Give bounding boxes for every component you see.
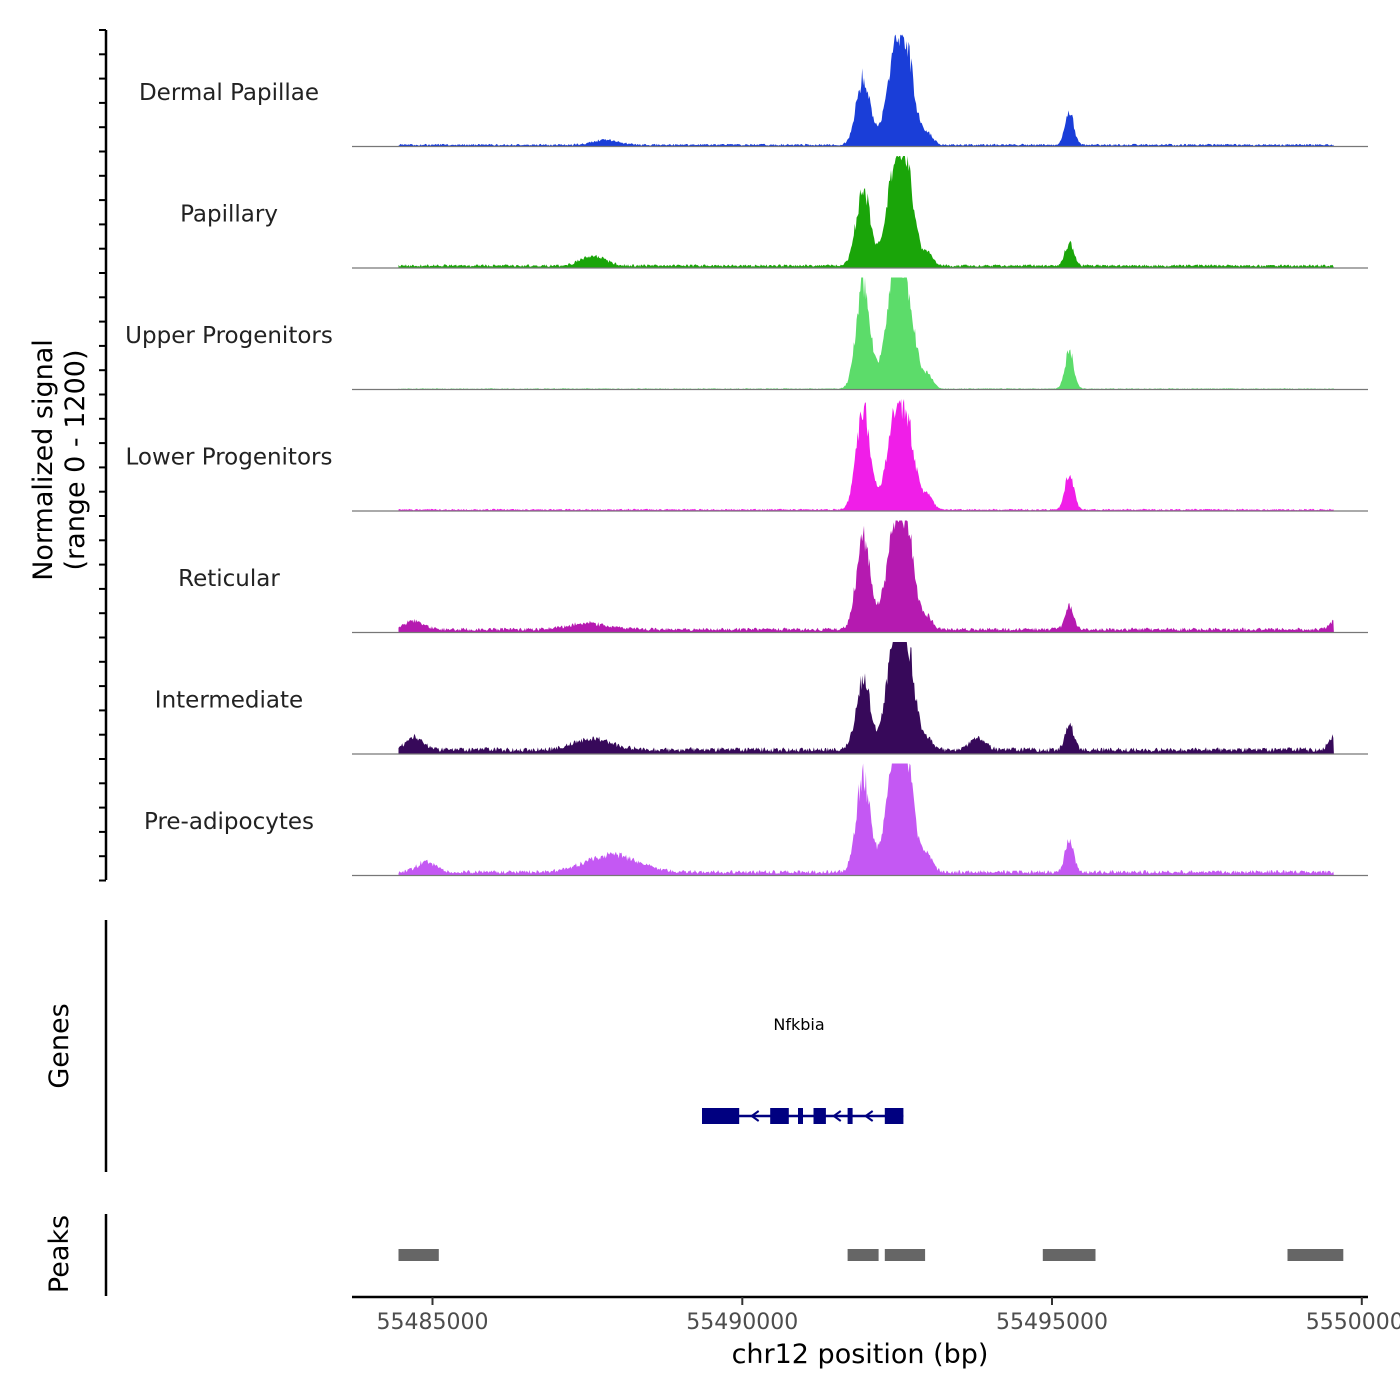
track-label: Dermal Papillae — [139, 80, 319, 106]
gene-strand-arrow — [832, 1110, 842, 1122]
track-label: Upper Progenitors — [125, 323, 333, 349]
x-tick-label: 55495000 — [996, 1310, 1108, 1335]
gene-exon — [770, 1108, 789, 1124]
peak-region — [1042, 1249, 1096, 1261]
gene-name-label: Nfkbia — [773, 1015, 824, 1034]
track-label: Reticular — [178, 566, 280, 592]
x-tick-label: 55485000 — [377, 1310, 489, 1335]
coverage-axis-ticks — [99, 29, 106, 882]
genes-panel-label: Genes — [44, 1003, 75, 1088]
track-signal-area — [398, 277, 1334, 390]
track-6: Pre-adipocytes — [144, 763, 1368, 877]
track-label: Pre-adipocytes — [144, 809, 314, 835]
peak-regions — [398, 1249, 1344, 1261]
track-signal-area — [398, 399, 1334, 511]
peak-region — [1287, 1249, 1344, 1261]
track-2: Upper Progenitors — [125, 277, 1368, 391]
peak-region — [398, 1249, 439, 1261]
track-label: Lower Progenitors — [126, 445, 333, 471]
y-axis-label: Normalized signal — [28, 339, 59, 581]
track-signal-area — [398, 34, 1334, 147]
peaks-panel-label: Peaks — [44, 1215, 75, 1293]
coverage-tracks: Dermal Papillae Papillary Upper Progenitor… — [125, 34, 1368, 877]
track-1: Papillary — [180, 156, 1368, 269]
peak-region — [847, 1249, 879, 1261]
track-label: Papillary — [180, 202, 278, 228]
x-tick-label: 55500000 — [1306, 1310, 1400, 1335]
track-signal-area — [398, 520, 1334, 633]
gene-strand-arrow — [749, 1110, 760, 1122]
track-signal-area — [398, 763, 1334, 876]
track-4: Reticular — [178, 520, 1368, 634]
track-label: Intermediate — [155, 688, 303, 714]
gene-model — [702, 1108, 904, 1124]
gene-exon — [813, 1108, 826, 1124]
peak-region — [884, 1249, 926, 1261]
gene-exon — [798, 1108, 803, 1124]
gene-exon — [847, 1108, 853, 1124]
track-5: Intermediate — [155, 642, 1368, 755]
x-tick-label: 55490000 — [686, 1310, 798, 1335]
track-signal-area — [398, 156, 1334, 268]
gene-exon — [702, 1108, 740, 1124]
track-3: Lower Progenitors — [126, 399, 1368, 512]
gene-exon — [884, 1108, 904, 1124]
x-axis-ticks: 55485000 55490000 55495000 55500000 — [377, 1297, 1400, 1335]
track-0: Dermal Papillae — [139, 34, 1368, 148]
x-axis-label: chr12 position (bp) — [732, 1339, 989, 1370]
gene-strand-arrow — [863, 1110, 874, 1122]
track-signal-area — [398, 642, 1334, 754]
y-axis-range-label: (range 0 - 1200) — [60, 350, 91, 571]
